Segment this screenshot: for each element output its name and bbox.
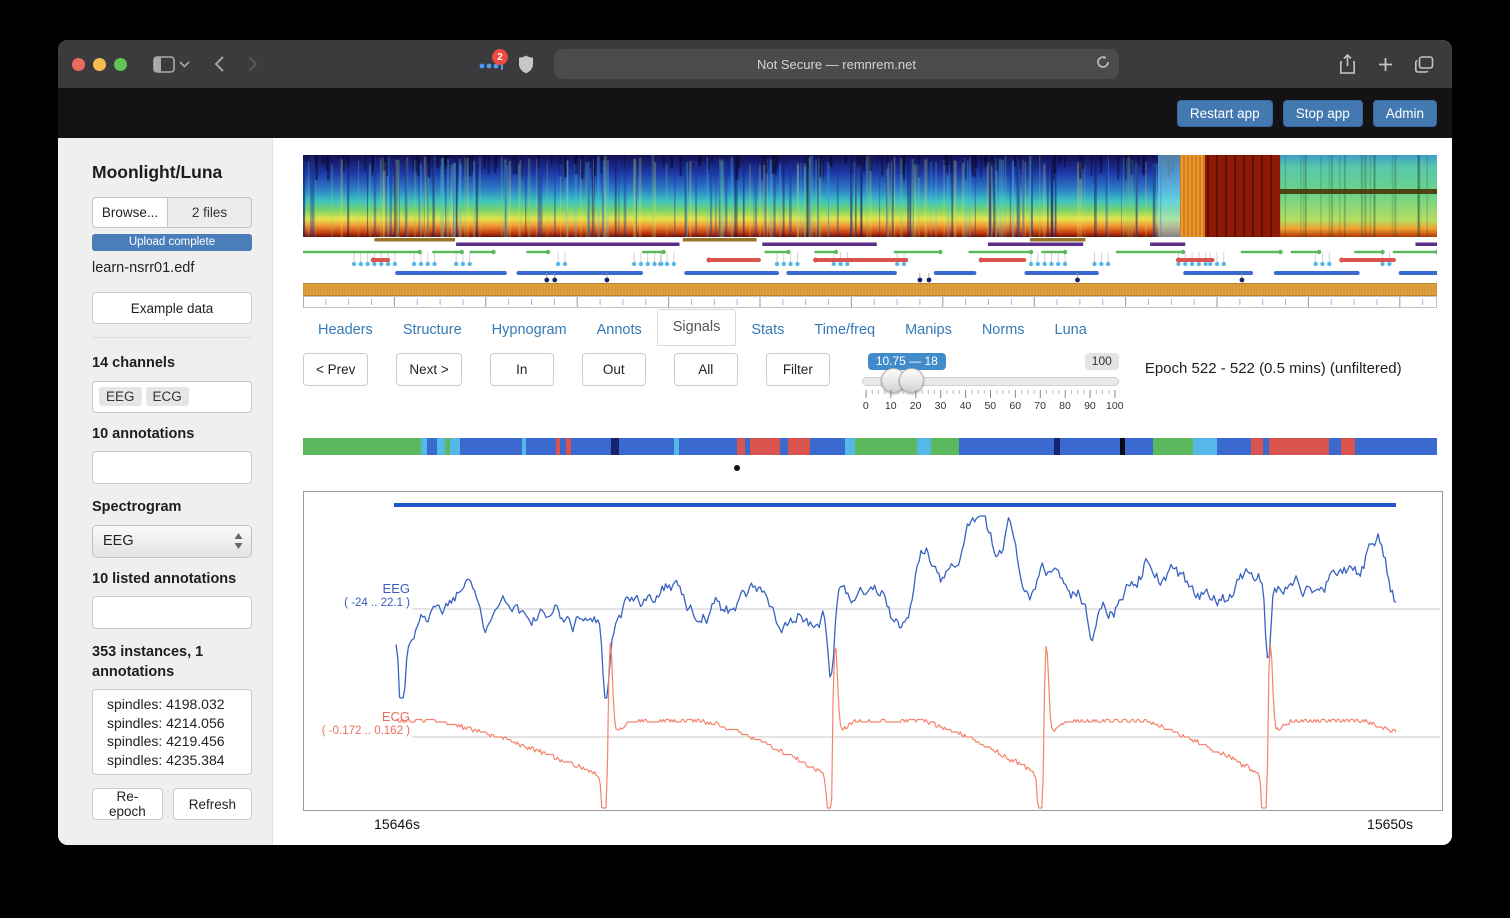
uploaded-filename: learn-nsrr01.edf: [92, 260, 195, 276]
annotations-label: 10 annotations: [92, 425, 195, 442]
tab-structure[interactable]: Structure: [388, 315, 477, 346]
upload-progress-bar: Upload complete: [92, 234, 252, 251]
slider-handle-to[interactable]: [898, 368, 924, 393]
tab-timefreq[interactable]: Time/freq: [799, 315, 890, 346]
zoom-in-button[interactable]: In: [489, 353, 554, 386]
spectrogram-channel-select[interactable]: EEG: [92, 524, 252, 558]
slider-tick-label: 10: [884, 400, 897, 412]
listed-annotations-label: 10 listed annotations: [92, 570, 237, 587]
signal-plot[interactable]: EEG ( -24 .. 22.1 ) ECG ( -0.172 .. 0.16…: [303, 491, 1443, 811]
channel-tag-ecg[interactable]: ECG: [145, 386, 189, 406]
share-icon[interactable]: [1339, 54, 1356, 74]
epoch-grid-band: [303, 283, 1437, 296]
range-slider[interactable]: 10.75 — 18 100 0 10 20 30 40 50 60 70 80 90 100: [861, 353, 1124, 412]
tab-luna[interactable]: Luna: [1040, 315, 1102, 346]
list-item[interactable]: spindles: 4198.032: [107, 696, 225, 713]
back-button[interactable]: [214, 55, 225, 73]
zoom-button[interactable]: [114, 57, 127, 71]
zoom-out-button[interactable]: Out: [581, 353, 646, 386]
refresh-button[interactable]: Refresh: [172, 788, 252, 821]
time-axis: 15646s 15650s: [303, 816, 1443, 838]
tab-hypnogram[interactable]: Hypnogram: [477, 315, 582, 346]
slider-tick-label: 60: [1009, 400, 1022, 412]
app-header: Restart app Stop app Admin: [58, 88, 1452, 138]
extensions-icon[interactable]: 2: [478, 49, 508, 70]
sidebar-toggle-icon[interactable]: [153, 55, 175, 73]
main-panel: Headers Structure Hypnogram Annots Signa…: [273, 138, 1452, 845]
slider-tick-label: 30: [934, 400, 947, 412]
tab-norms[interactable]: Norms: [967, 315, 1040, 346]
prev-epoch-button[interactable]: < Prev: [303, 353, 369, 386]
admin-button[interactable]: Admin: [1372, 99, 1437, 127]
spectrogram-image[interactable]: [303, 155, 1437, 237]
listed-annotations-input[interactable]: [92, 596, 252, 630]
slider-tick-label: 70: [1034, 400, 1046, 412]
time-end-label: 15650s: [1367, 816, 1413, 832]
reload-icon[interactable]: [1096, 55, 1110, 73]
list-item[interactable]: spindles: 4235.384: [107, 751, 225, 768]
example-data-button[interactable]: Example data: [92, 292, 252, 324]
tab-signals[interactable]: Signals: [656, 309, 737, 346]
new-tab-icon[interactable]: [1378, 57, 1393, 72]
address-bar[interactable]: Not Secure — remnrem.net: [554, 49, 1119, 79]
list-item[interactable]: spindles: 4214.056: [107, 714, 225, 731]
tab-overview-icon[interactable]: [1415, 55, 1434, 73]
tab-stats[interactable]: Stats: [736, 315, 799, 346]
channels-label: 14 channels: [92, 355, 176, 371]
all-button[interactable]: All: [673, 353, 738, 386]
sidebar: Moonlight/Luna Browse... 2 files Upload …: [58, 138, 273, 845]
slider-track[interactable]: [861, 377, 1119, 386]
restart-app-button[interactable]: Restart app: [1176, 99, 1273, 127]
tab-annots[interactable]: Annots: [582, 315, 657, 346]
epoch-info-text: Epoch 522 - 522 (0.5 mins) (unfiltered): [1144, 360, 1402, 377]
slider-tick-label: 80: [1059, 400, 1071, 412]
filter-button[interactable]: Filter: [765, 353, 830, 386]
instances-list[interactable]: spindles: 4198.032 spindles: 4214.056 sp…: [92, 689, 252, 776]
stop-app-button[interactable]: Stop app: [1282, 99, 1363, 127]
instances-label: 353 instances, 1 annotations: [92, 644, 204, 680]
slider-tick-label: 40: [959, 400, 972, 412]
stage-color-band[interactable]: [303, 438, 1437, 455]
select-updown-icon: [234, 532, 243, 553]
minimize-button[interactable]: [93, 57, 106, 71]
slider-tick-label: 100: [1106, 400, 1124, 412]
time-start-label: 15646s: [374, 816, 420, 832]
time-ruler: [303, 296, 1437, 308]
signal-controls: < Prev Next > In Out All Filter 10.75 — …: [303, 353, 1452, 412]
hypnogram-overview-track[interactable]: [303, 247, 1437, 283]
shield-icon[interactable]: [518, 55, 534, 74]
channel-tag-eeg[interactable]: EEG: [99, 386, 142, 406]
slider-tick-label: 0: [862, 400, 869, 412]
url-text: Not Secure — remnrem.net: [757, 56, 916, 72]
slider-tick-label: 50: [984, 400, 997, 412]
forward-button[interactable]: [247, 55, 258, 73]
tab-headers[interactable]: Headers: [303, 315, 388, 346]
re-epoch-button[interactable]: Re-epoch: [92, 788, 163, 821]
browser-window: 2 Not Secure — remnrem.net R: [58, 40, 1452, 845]
spectrogram-label: Spectrogram: [92, 499, 182, 516]
slider-tick-label: 20: [909, 400, 922, 412]
files-count-label: 2 files: [168, 197, 252, 228]
annotations-input[interactable]: [92, 451, 252, 485]
tab-bar: Headers Structure Hypnogram Annots Signa…: [303, 309, 1452, 346]
extension-badge: 2: [492, 49, 508, 65]
close-button[interactable]: [72, 57, 85, 71]
tab-manips[interactable]: Manips: [890, 315, 967, 346]
current-epoch-dot: [734, 465, 740, 471]
sidebar-divider: [92, 337, 252, 338]
annotation-spans-track: [374, 238, 1437, 246]
next-epoch-button[interactable]: Next >: [396, 353, 462, 386]
slider-value-label: 10.75 — 18: [867, 353, 946, 370]
chevron-down-icon[interactable]: [179, 60, 190, 68]
signal-traces[interactable]: [304, 492, 1442, 810]
app-title: Moonlight/Luna: [92, 162, 223, 182]
slider-max-label: 100: [1084, 353, 1119, 370]
browse-button[interactable]: Browse...: [92, 197, 168, 228]
channels-input[interactable]: EEG ECG: [92, 380, 252, 413]
browser-toolbar: 2 Not Secure — remnrem.net: [58, 40, 1452, 88]
list-item[interactable]: spindles: 4219.456: [107, 733, 225, 750]
slider-grid: [865, 390, 1116, 398]
position-marker-row: [303, 464, 1437, 472]
slider-tick-label: 90: [1084, 400, 1096, 412]
